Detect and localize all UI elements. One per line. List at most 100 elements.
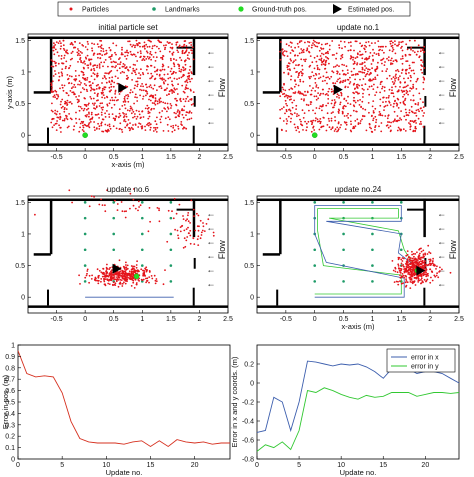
particle-point [415,127,417,130]
particle-point [149,220,152,223]
particle-point [415,80,418,83]
particle-point [115,115,117,118]
y-tick-label: 1 [21,231,25,238]
particle-point [408,53,411,56]
particle-point [291,101,294,104]
particle-point [146,277,149,280]
particle-point [98,52,101,55]
particle-point [171,130,174,133]
particle-point [352,104,355,107]
particle-point [288,44,290,47]
landmark-point [140,264,144,267]
particle-point [184,80,187,83]
particle-point [68,113,70,115]
x-axis-label: x-axis (m) [342,322,375,331]
particle-point [285,43,288,46]
particle-point [66,92,68,95]
y-tick-label: 1 [11,343,15,350]
particle-point [148,98,150,101]
particle-point [80,61,83,64]
particle-point [54,96,56,99]
particle-point [182,66,184,69]
particle-point [374,125,377,127]
particle-point [287,65,290,68]
particle-point [319,55,322,57]
particle-point [303,94,305,97]
particle-point [108,77,111,79]
landmark-point [399,248,403,252]
particle-point [154,127,157,129]
particle-point [100,114,103,116]
particle-point [388,121,391,123]
particle-point [338,65,340,68]
particle-point [50,59,53,61]
particle-point [291,42,293,44]
particle-point [143,45,146,48]
particle-point [347,41,350,44]
particle-point [99,57,102,59]
particle-point [150,107,153,110]
particle-point [188,69,191,71]
particle-point [283,71,285,74]
particle-point [374,70,377,73]
particle-point [153,107,155,110]
particle-point [344,128,347,131]
particle-point [426,253,429,255]
particle-point [400,58,402,60]
y-tick-label: 0.5 [15,263,25,270]
landmark-point [112,248,116,252]
particle-point [286,120,289,122]
particle-point [432,257,434,260]
particle-point [362,107,364,110]
particle-point [82,126,85,129]
particles-legend-icon [69,7,73,11]
particle-point [87,103,89,106]
particle-point [162,130,165,132]
particle-point [399,86,401,88]
particle-point [57,79,60,82]
particle-point [118,128,121,131]
particle-point [148,85,151,88]
flow-arrow-icon: ← [206,61,215,71]
particle-point [352,127,354,130]
particle-point [340,94,343,97]
particle-point [405,69,407,72]
landmark-point [313,280,317,283]
particle-point [54,109,57,112]
particle-point [150,76,153,79]
particle-point [315,98,318,101]
particle-point [138,113,141,116]
particle-point [91,42,93,45]
particle-point [125,66,128,69]
landmark-point [313,201,317,204]
particle-point [352,59,354,61]
particle-point [343,121,346,123]
particle-point [402,282,404,284]
particle-point [403,276,405,279]
particle-point [127,76,129,79]
particle-point [103,53,106,56]
particle-point [106,110,108,112]
x-tick-label: 1.5 [396,316,406,323]
particle-point [412,83,415,86]
particle-point [103,75,106,77]
particle-point [112,281,115,284]
particle-point [319,94,321,96]
particle-point [121,273,124,275]
particle-point [147,230,150,233]
particle-point [100,44,103,47]
particle-point [76,54,79,57]
particle-point [423,262,426,265]
particle-point [190,49,193,51]
particle-point [104,59,107,61]
particle-point [52,95,55,98]
particle-point [96,99,98,102]
particle-point [299,91,302,94]
particle-point [177,234,179,237]
particle-point [126,278,128,281]
particle-point [146,46,149,48]
particle-point [125,266,128,269]
particle-point [80,91,82,94]
particle-point [110,89,112,91]
particle-point [97,83,99,86]
